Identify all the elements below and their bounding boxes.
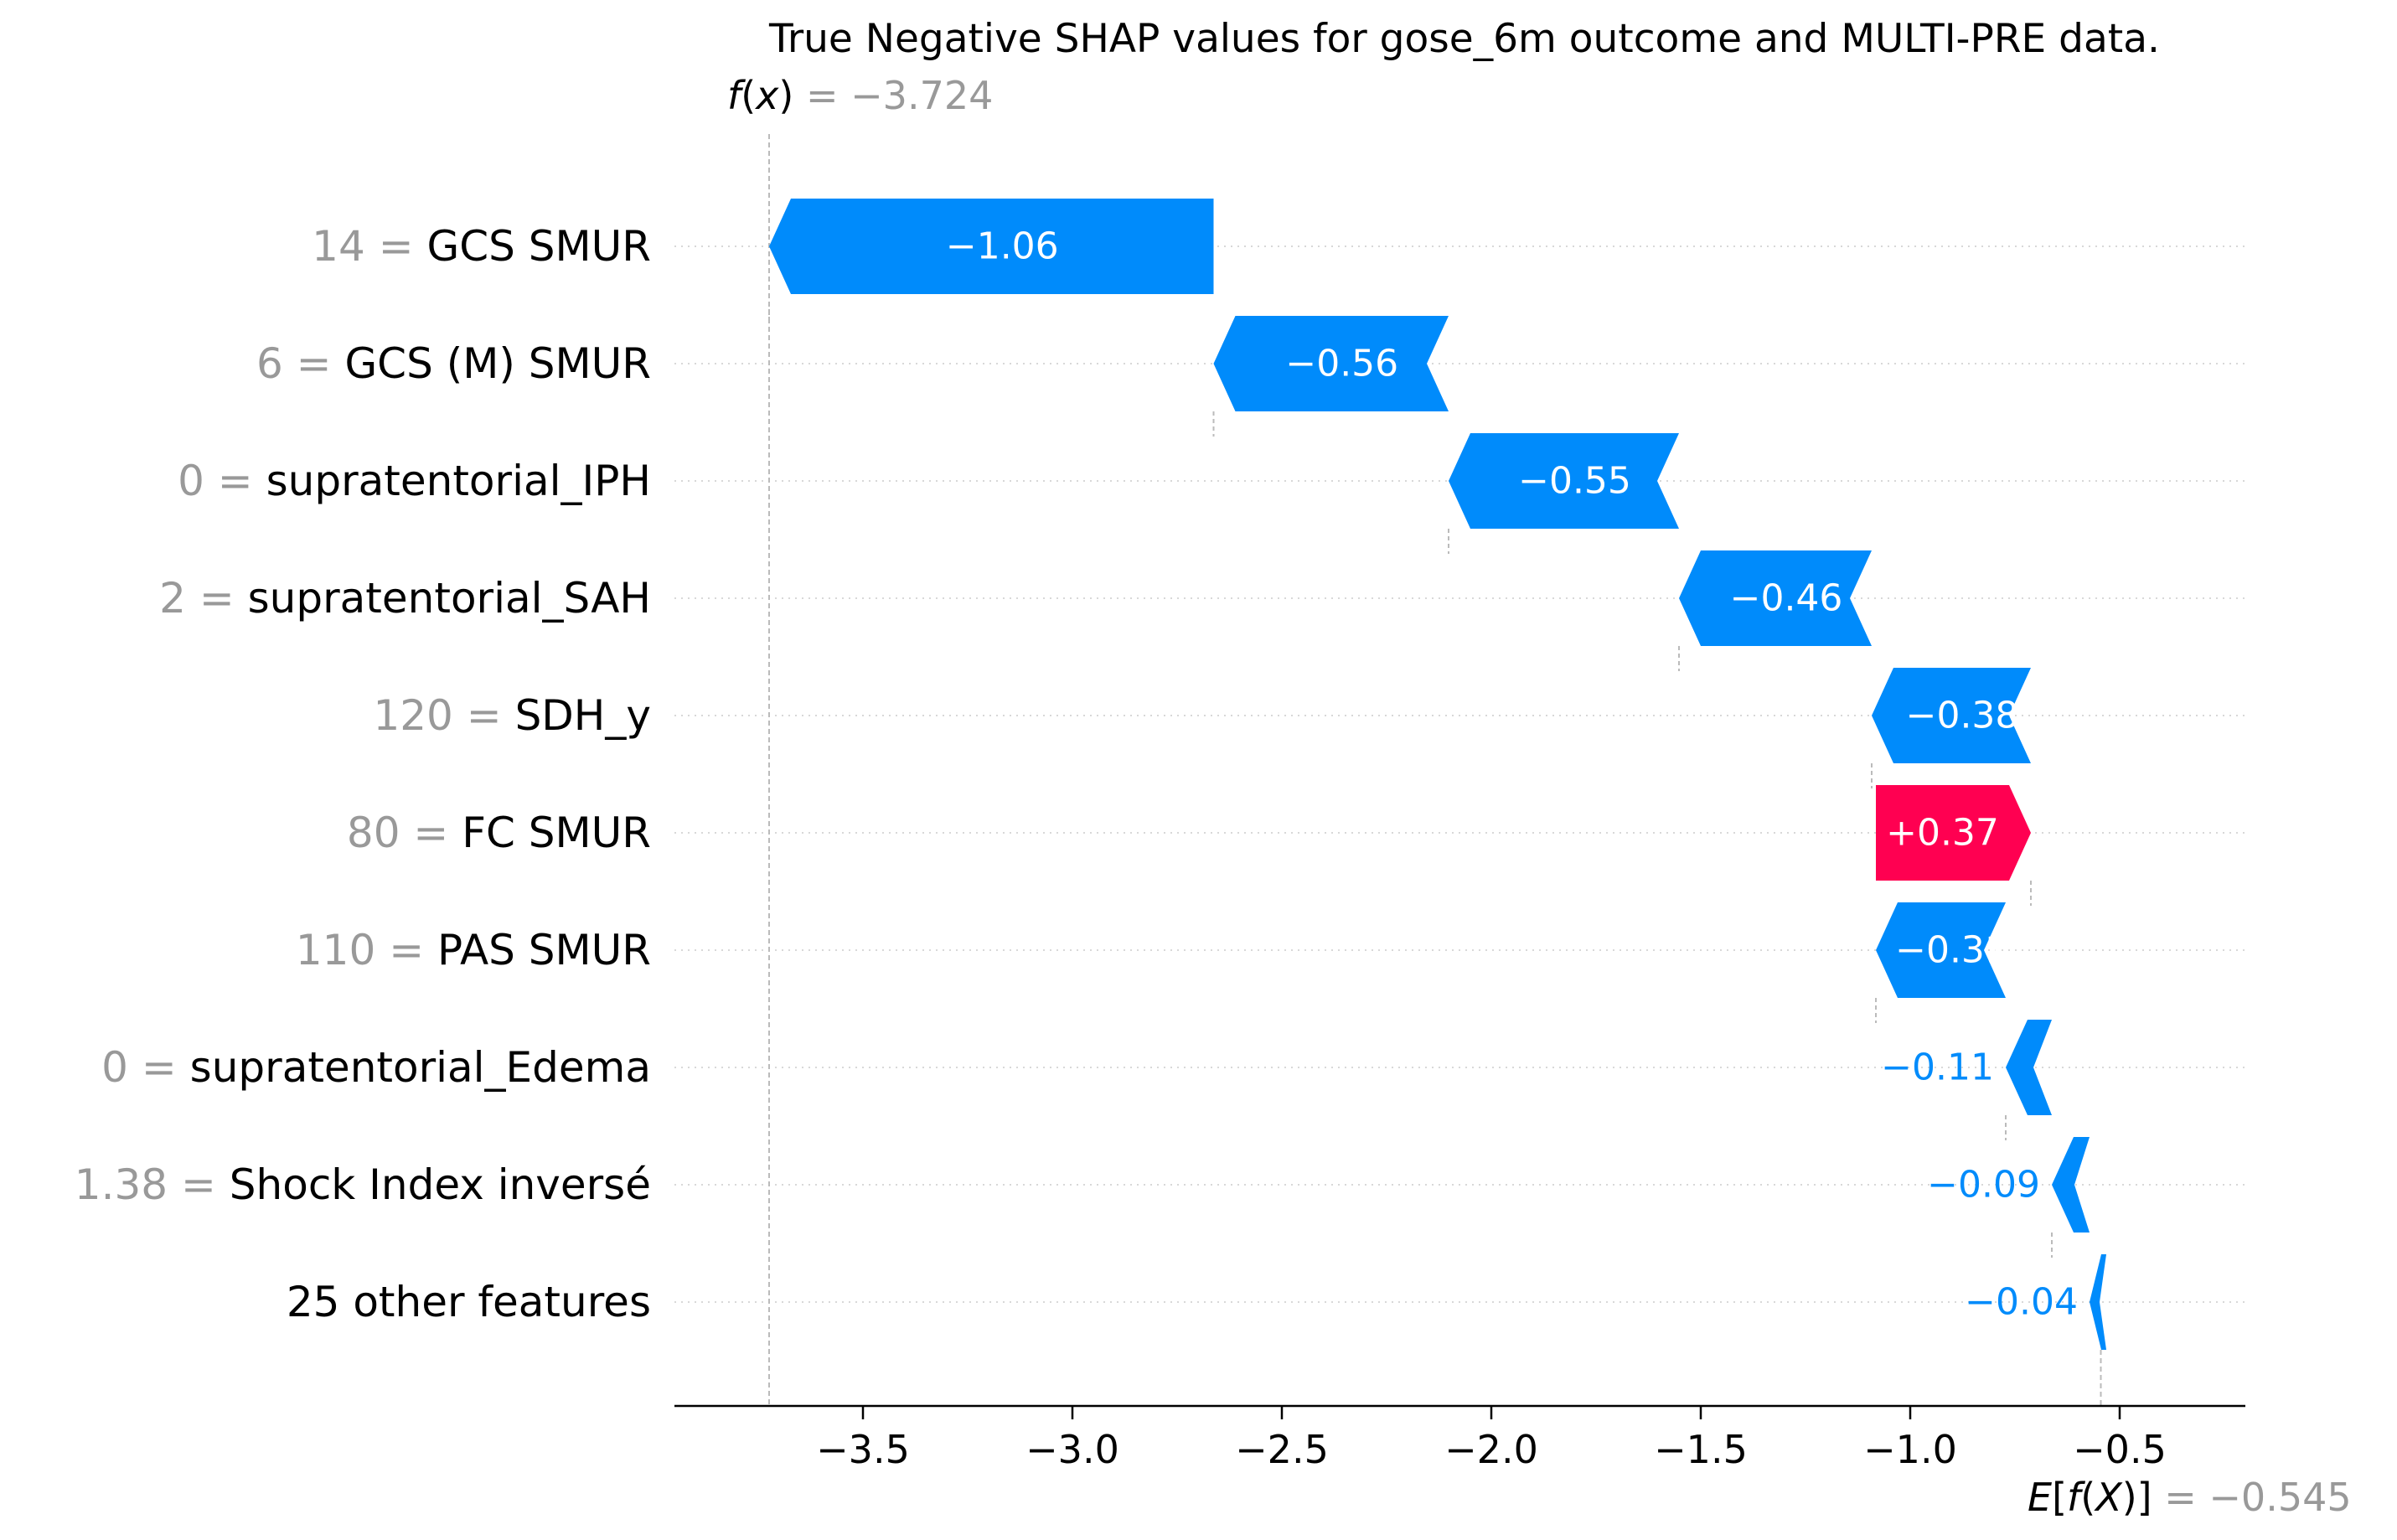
feature-label: 2 = supratentorial_SAH xyxy=(159,574,651,623)
feature-name: supratentorial_IPH xyxy=(266,457,651,505)
x-tick-label: −0.5 xyxy=(2073,1427,2167,1472)
bars xyxy=(769,199,2106,1350)
feature-value: 80 = xyxy=(347,809,462,857)
feature-label: 120 = SDH_y xyxy=(373,691,651,740)
feature-label: 6 = GCS (M) SMUR xyxy=(256,339,651,388)
waterfall-bar xyxy=(1876,785,2031,881)
feature-value: 110 = xyxy=(296,926,437,974)
feature-label: 110 = PAS SMUR xyxy=(296,926,651,974)
gridlines xyxy=(674,245,2245,1303)
feature-label: 0 = supratentorial_IPH xyxy=(178,457,651,505)
x-tick-label: −1.0 xyxy=(1863,1427,1957,1472)
feature-label: 14 = GCS SMUR xyxy=(312,222,651,271)
x-axis: −3.5 −3.0 −2.5 −2.0 −1.5 −1.0 −0.5 xyxy=(674,1404,2245,1472)
bar-value-label: +0.37 xyxy=(1886,812,1999,855)
x-tick-label: −3.0 xyxy=(1025,1427,1119,1472)
feature-value: 0 = xyxy=(178,457,266,505)
feature-label: 80 = FC SMUR xyxy=(347,809,651,857)
waterfall-bar xyxy=(1872,668,2031,763)
feature-name: 25 other features xyxy=(287,1278,651,1326)
fx-value-label: f(x) = −3.724 xyxy=(727,73,993,118)
bar-value-label: −0.56 xyxy=(1285,343,1398,385)
efx-label: E[f(X)] = −0.545 xyxy=(2028,1475,2352,1520)
waterfall-bar xyxy=(1679,550,1872,646)
bar-value-label: −0.31 xyxy=(1895,929,2008,972)
waterfall-bar xyxy=(1876,902,2006,998)
connector-lines xyxy=(768,134,2102,1406)
waterfall-bar xyxy=(769,199,1214,294)
feature-value: 120 = xyxy=(373,691,514,740)
feature-value: 6 = xyxy=(256,339,345,388)
waterfall-bar xyxy=(2006,1020,2052,1115)
bar-value-label: −0.11 xyxy=(1881,1046,1994,1089)
x-tick-label: −1.5 xyxy=(1654,1427,1748,1472)
feature-name: supratentorial_Edema xyxy=(190,1043,651,1092)
feature-name: GCS SMUR xyxy=(426,222,651,271)
feature-name: GCS (M) SMUR xyxy=(344,339,651,388)
feature-value: 1.38 = xyxy=(75,1160,230,1209)
feature-label: 0 = supratentorial_Edema xyxy=(101,1043,651,1092)
feature-name: supratentorial_SAH xyxy=(248,574,651,623)
bar-value-label: −0.09 xyxy=(1927,1164,2040,1207)
waterfall-bar xyxy=(2090,1254,2106,1350)
feature-value: 14 = xyxy=(312,222,426,271)
fx-label: f(x) = −3.724 xyxy=(727,73,993,118)
feature-name: FC SMUR xyxy=(462,809,651,857)
bar-value-label: −1.06 xyxy=(946,225,1059,268)
waterfall-bar xyxy=(1449,433,1679,529)
feature-label: 25 other features xyxy=(287,1278,651,1326)
feature-name: SDH_y xyxy=(515,691,651,740)
bar-value-label: −0.04 xyxy=(1965,1281,2078,1324)
bar-value-label: −0.46 xyxy=(1730,577,1843,620)
x-tick-label: −2.5 xyxy=(1235,1427,1329,1472)
chart-title: True Negative SHAP values for gose_6m ou… xyxy=(768,16,2160,62)
bar-labels: −1.06 −0.56 −0.55 −0.46 −0.38 +0.37 −0.31 −0.11… xyxy=(946,225,2078,1324)
waterfall-bar xyxy=(1213,316,1449,411)
feature-value: 0 = xyxy=(101,1043,190,1092)
feature-name: PAS SMUR xyxy=(437,926,651,974)
feature-label: 1.38 = Shock Index inversé xyxy=(75,1160,651,1209)
feature-name: Shock Index inversé xyxy=(230,1160,651,1209)
x-tick-label: −2.0 xyxy=(1444,1427,1538,1472)
efx-value-label: E[f(X)] = −0.545 xyxy=(2028,1475,2352,1520)
bar-value-label: −0.55 xyxy=(1518,460,1631,503)
bar-value-label: −0.38 xyxy=(1906,695,2019,737)
x-tick-label: −3.5 xyxy=(816,1427,910,1472)
waterfall-bar xyxy=(2052,1137,2090,1233)
feature-labels: 14 = GCS SMUR 6 = GCS (M) SMUR 0 = supra… xyxy=(75,222,651,1326)
feature-value: 2 = xyxy=(159,574,248,623)
